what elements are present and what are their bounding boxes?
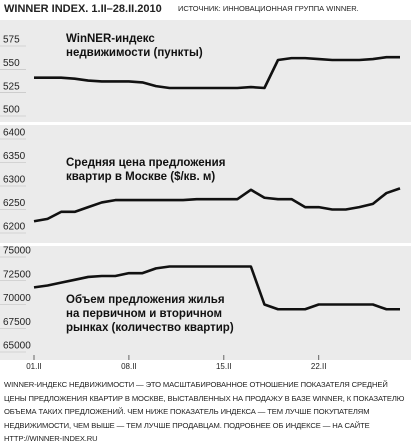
title-line: WinNER-индекс xyxy=(66,33,155,45)
panel-title: Объем предложения жилья на первичном и вт… xyxy=(66,294,234,334)
source: ИСТОЧНИК: ИННОВАЦИОННАЯ ГРУППА WINNER. xyxy=(178,4,359,13)
x-tick-label: 22.II xyxy=(311,362,327,371)
title-line: квартир в Москве ($/кв. м) xyxy=(66,171,215,183)
title-line: Объем предложения жилья xyxy=(66,294,225,306)
y-tick-label: 500 xyxy=(3,105,20,116)
y-tick-label: 65000 xyxy=(3,341,31,352)
x-tick-label: 15.II xyxy=(216,362,232,371)
chart: WINNER INDEX. 1.II–28.II.2010 ИСТОЧНИК: … xyxy=(0,3,411,371)
title-line: Средняя цена предложения xyxy=(66,157,225,169)
panel-bg xyxy=(0,20,411,122)
y-tick-label: 525 xyxy=(3,81,20,92)
title-line: рынках (количество квартир) xyxy=(66,322,234,334)
x-tick-label: 08.II xyxy=(121,362,137,371)
y-tick-label: 75000 xyxy=(3,246,31,257)
note: WINNER-ИНДЕКС НЕДВИЖИМОСТИ — ЭТО МАСШТАБ… xyxy=(4,380,405,443)
title-line: на первичном и вторичном xyxy=(66,308,222,320)
y-tick-label: 6200 xyxy=(3,222,26,233)
data-line xyxy=(33,265,400,311)
x-tick-label: 01.II xyxy=(26,362,42,371)
y-tick-label: 6350 xyxy=(3,151,26,162)
panel-bg xyxy=(0,125,411,243)
data-line xyxy=(34,55,400,90)
data-line xyxy=(33,187,401,223)
panel-title: Средняя цена предложения квартир в Москве… xyxy=(66,157,225,183)
title-line: недвижимости (пункты) xyxy=(66,47,203,59)
y-tick-label: 6300 xyxy=(3,175,26,186)
y-tick-label: 6400 xyxy=(3,128,26,139)
panel-bg xyxy=(0,246,411,360)
y-tick-label: 6250 xyxy=(3,198,26,209)
y-tick-label: 575 xyxy=(3,35,20,46)
y-tick-label: 67500 xyxy=(3,317,31,328)
y-tick-label: 72500 xyxy=(3,269,31,280)
y-tick-label: 70000 xyxy=(3,293,31,304)
panel-title: WinNER-индекс недвижимости (пункты) xyxy=(66,33,203,59)
y-tick-label: 550 xyxy=(3,58,20,69)
title: WINNER INDEX. 1.II–28.II.2010 xyxy=(4,3,162,15)
